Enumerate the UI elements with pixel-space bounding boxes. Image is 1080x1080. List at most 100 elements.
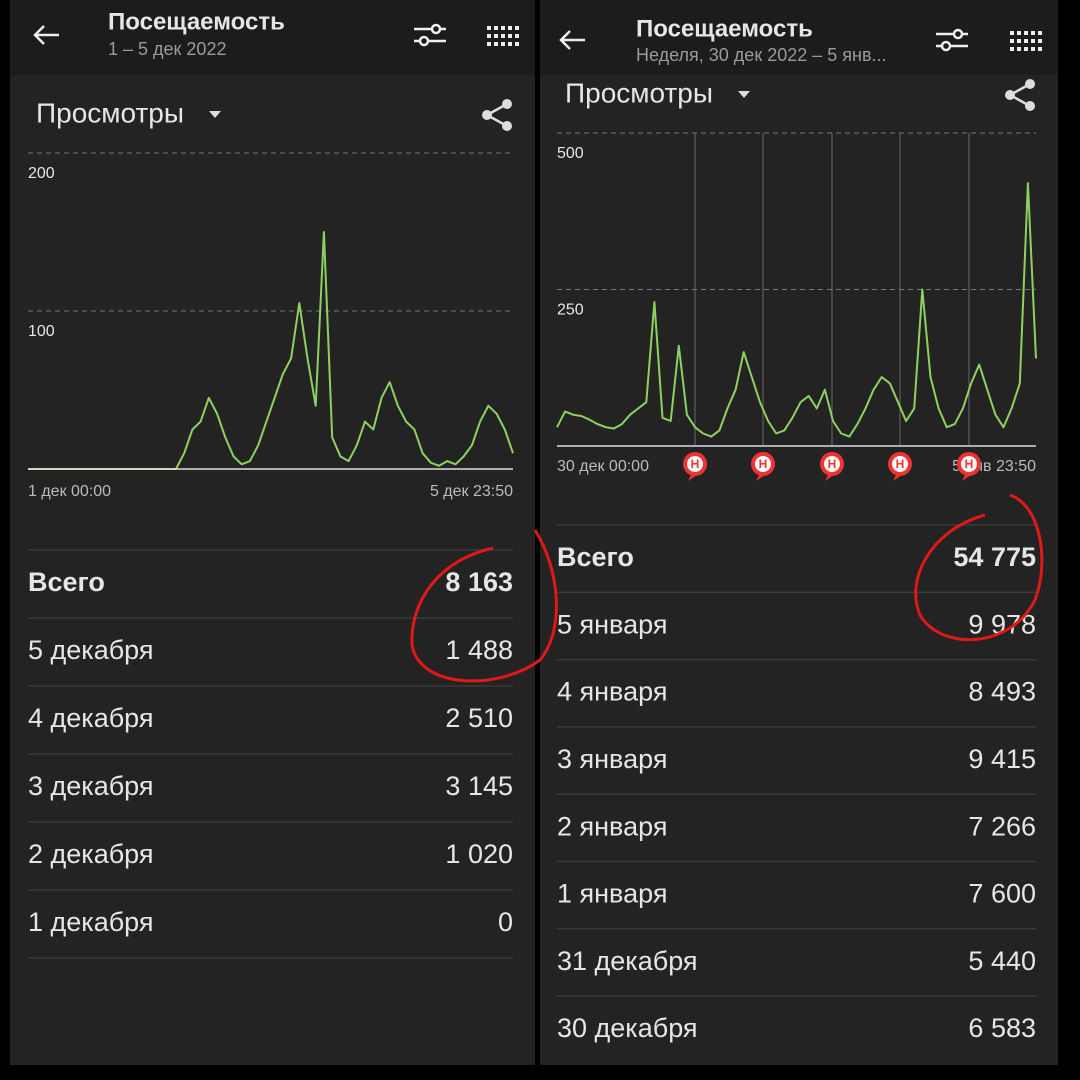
title: Посещаемость	[636, 15, 813, 42]
screen	[540, 0, 1058, 1065]
dropdown-arrow	[738, 91, 750, 98]
marker-label: Н	[965, 457, 974, 471]
row-label: 2 декабря	[28, 839, 154, 869]
marker-bubble	[893, 475, 902, 481]
x-label-end: 5 дек 23:50	[430, 483, 513, 500]
share-dot	[1005, 90, 1015, 100]
news-marker[interactable]: Н	[683, 452, 707, 481]
icon-dot	[1010, 47, 1014, 51]
grid-button[interactable]	[487, 26, 519, 46]
share-button[interactable]	[482, 99, 512, 131]
marker-inner	[755, 456, 771, 472]
subtitle: 1 – 5 дек 2022	[108, 39, 226, 59]
app-bar	[540, 0, 1058, 75]
row-value: 9 415	[968, 744, 1036, 774]
x-label-start: 30 дек 00:00	[557, 458, 649, 475]
icon-dot	[515, 42, 519, 46]
news-marker[interactable]: Н	[820, 452, 844, 481]
icon-dot	[1031, 47, 1035, 51]
news-marker[interactable]: Н	[957, 452, 981, 481]
row-value: 3 145	[445, 771, 513, 801]
row-label: 2 января	[557, 811, 667, 841]
icon-knob	[418, 35, 430, 47]
icon-dot	[1038, 39, 1042, 43]
x-label-start: 1 дек 00:00	[28, 483, 111, 500]
icon-dot	[508, 26, 512, 30]
metric-selector[interactable]: Просмотры	[36, 97, 184, 128]
grid-button[interactable]	[1010, 31, 1042, 51]
marker-inner	[961, 456, 977, 472]
icon-dot	[1017, 31, 1021, 35]
row-label: 3 декабря	[28, 771, 154, 801]
marker-bubble	[688, 475, 697, 481]
share-dot	[482, 110, 492, 120]
icon-dot	[501, 26, 505, 30]
y-tick-label: 100	[28, 323, 55, 340]
share-dot	[1025, 79, 1035, 89]
row-label: 4 декабря	[28, 703, 154, 733]
marker-inner	[687, 456, 703, 472]
marker-inner	[824, 456, 840, 472]
row-label: 3 января	[557, 744, 667, 774]
icon-dot	[487, 26, 491, 30]
icon-dot	[1017, 47, 1021, 51]
row-value: 8 163	[445, 567, 513, 597]
dropdown-arrow	[209, 111, 221, 118]
subtitle: Неделя, 30 дек 2022 – 5 янв...	[636, 45, 887, 65]
title: Посещаемость	[108, 8, 285, 35]
marker-bubble	[756, 475, 765, 481]
row-value: 8 493	[968, 677, 1036, 707]
icon-dot	[508, 34, 512, 38]
icon-dot	[487, 42, 491, 46]
filter-button[interactable]	[414, 23, 446, 47]
metric-selector[interactable]: Просмотры	[565, 77, 713, 108]
y-tick-label: 250	[557, 302, 584, 319]
icon-dot	[515, 34, 519, 38]
news-marker[interactable]: Н	[751, 452, 775, 481]
row-value: 7 266	[968, 811, 1036, 841]
row-label: 1 декабря	[28, 907, 154, 937]
back-button[interactable]	[33, 25, 59, 45]
marker-label: Н	[691, 457, 700, 471]
icon-dot	[1038, 47, 1042, 51]
app-bar	[10, 0, 535, 75]
row-value: 2 510	[445, 703, 513, 733]
filter-button[interactable]	[936, 28, 968, 52]
icon-dot	[1024, 47, 1028, 51]
share-dot	[1025, 101, 1035, 111]
icon-knob	[430, 23, 442, 35]
marker-bubble	[825, 475, 834, 481]
icon-dot	[494, 34, 498, 38]
row-value: 6 583	[968, 1013, 1036, 1043]
row-value: 0	[498, 907, 513, 937]
icon-dot	[494, 42, 498, 46]
icon-dot	[1038, 31, 1042, 35]
row-label: 5 января	[557, 609, 667, 639]
y-tick-label: 200	[28, 165, 55, 182]
news-marker[interactable]: Н	[888, 452, 912, 481]
icon-dot	[1010, 39, 1014, 43]
row-label: 4 января	[557, 677, 667, 707]
icon-dot	[515, 26, 519, 30]
marker-bubble	[962, 475, 971, 481]
icon-knob	[940, 40, 952, 52]
icon-knob	[952, 28, 964, 40]
marker-label: Н	[896, 457, 905, 471]
row-value: 1 020	[445, 839, 513, 869]
share-dot	[502, 121, 512, 131]
icon-dot	[1031, 39, 1035, 43]
icon-dot	[501, 34, 505, 38]
row-label: 30 декабря	[557, 1013, 698, 1043]
row-value: 1 488	[445, 635, 513, 665]
icon-dot	[1010, 31, 1014, 35]
marker-label: Н	[828, 457, 837, 471]
share-button[interactable]	[1005, 79, 1035, 111]
marker-inner	[892, 456, 908, 472]
row-value: 7 600	[968, 879, 1036, 909]
screen	[10, 0, 535, 1065]
row-label: 5 декабря	[28, 635, 154, 665]
back-button[interactable]	[559, 30, 585, 50]
line-series	[556, 182, 1037, 438]
y-tick-label: 500	[557, 145, 584, 162]
share-dot	[502, 99, 512, 109]
